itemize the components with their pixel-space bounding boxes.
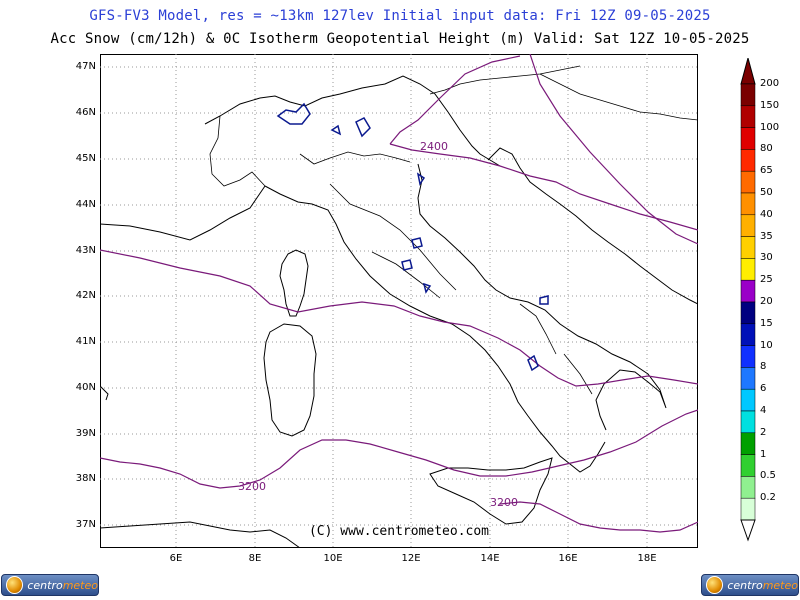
legend-label: 10	[760, 339, 773, 351]
legend-label: 50	[760, 187, 773, 198]
coastlines	[100, 65, 698, 548]
legend-label: 65	[760, 165, 773, 177]
legend-swatch	[740, 345, 756, 368]
legend-swatch	[740, 410, 756, 434]
legend-label: 100	[760, 121, 780, 133]
legend-swatch	[740, 149, 756, 172]
legend-label: 2	[760, 426, 767, 438]
lat-label: 45N	[75, 153, 96, 164]
legend-swatch	[740, 454, 756, 477]
legend-label: 35	[760, 230, 773, 242]
legend-arrow-bottom	[740, 519, 756, 542]
centrometeo-logo-right[interactable]: centrometeo	[701, 574, 799, 596]
contour-label: 3200	[238, 480, 266, 493]
legend-swatch	[740, 105, 756, 128]
globe-icon	[6, 576, 24, 594]
legend-swatch	[740, 127, 756, 150]
lat-label: 39N	[75, 428, 96, 439]
lat-label: 46N	[75, 107, 96, 118]
contour-label: 3200	[490, 496, 518, 509]
legend-label: 150	[760, 99, 780, 111]
legend-colorbar	[740, 56, 756, 542]
lat-label: 43N	[75, 245, 96, 256]
legend-swatch	[740, 497, 756, 521]
lon-label: 16E	[558, 553, 578, 564]
legend-swatch	[740, 388, 756, 412]
legend-label: 30	[760, 252, 773, 264]
lat-label: 37N	[75, 519, 96, 530]
legend-swatch	[740, 301, 756, 325]
lat-label: 41N	[75, 336, 96, 347]
legend-swatch	[740, 83, 756, 107]
lat-label: 38N	[75, 473, 96, 484]
legend-swatch	[740, 476, 756, 499]
legend-swatch	[740, 279, 756, 303]
lon-label: 10E	[323, 553, 343, 564]
legend-label: 0.2	[760, 492, 776, 504]
lon-label: 18E	[637, 553, 657, 564]
map-panel: 2400 3200 3200 (C) www.centrometeo.com	[100, 54, 698, 548]
legend-label: 6	[760, 383, 767, 395]
legend-swatch	[740, 214, 756, 237]
snow-patches	[276, 102, 549, 372]
map-svg: 2400 3200 3200	[100, 54, 698, 548]
lat-label: 42N	[75, 290, 96, 301]
lon-label: 14E	[480, 553, 500, 564]
legend-label: 8	[760, 361, 767, 373]
legend-label: 200	[760, 78, 780, 89]
legend-label: 80	[760, 143, 773, 155]
legend-arrow-top	[740, 56, 756, 85]
lon-label: 6E	[169, 553, 183, 564]
legend-swatch	[740, 367, 756, 390]
model-info-title: GFS-FV3 Model, res = ~13km 127lev Initia…	[89, 8, 711, 24]
legend-label: 15	[760, 317, 773, 329]
legend-swatch	[740, 170, 756, 194]
logo-text: centrometeo	[727, 578, 798, 592]
contour-label: 2400	[420, 140, 448, 153]
snow-legend	[740, 56, 800, 548]
legend-swatch	[740, 323, 756, 346]
legend-label: 1	[760, 448, 767, 460]
legend-label: 0.5	[760, 470, 776, 482]
lon-label: 8E	[248, 553, 262, 564]
legend-swatch	[740, 258, 756, 281]
legend-label: 25	[760, 274, 773, 286]
legend-label: 20	[760, 296, 773, 307]
lat-label: 44N	[75, 199, 96, 210]
variable-valid-title: Acc Snow (cm/12h) & 0C Isotherm Geopoten…	[50, 31, 750, 47]
logo-text: centrometeo	[27, 578, 98, 592]
copyright-text: (C) www.centrometeo.com	[308, 524, 489, 539]
lon-label: 12E	[401, 553, 421, 564]
isotherm-contours	[100, 54, 698, 533]
legend-swatch	[740, 192, 756, 216]
map-frame	[100, 54, 698, 548]
lat-label: 47N	[75, 61, 96, 72]
legend-label: 4	[760, 405, 767, 416]
lat-label: 40N	[75, 382, 96, 393]
centrometeo-logo-left[interactable]: centrometeo	[1, 574, 99, 596]
globe-icon	[706, 576, 724, 594]
legend-swatch	[740, 432, 756, 455]
legend-swatch	[740, 236, 756, 259]
legend-label: 40	[760, 208, 773, 220]
